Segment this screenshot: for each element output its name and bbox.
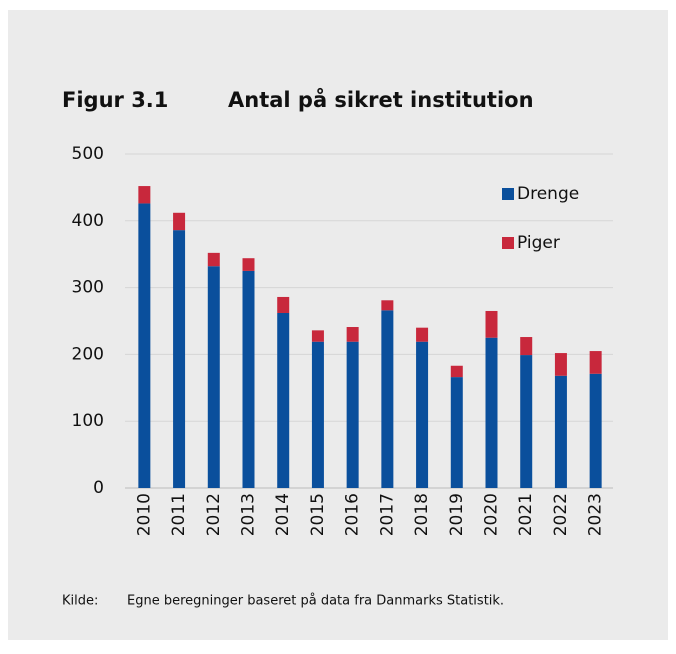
x-tick-label: 2019 — [447, 493, 467, 536]
bar-segment — [207, 252, 220, 267]
y-tick-label: 200 — [72, 344, 104, 364]
y-tick-label: 300 — [72, 278, 104, 298]
bar-segment — [242, 270, 255, 488]
x-tick-label: 2015 — [308, 493, 328, 536]
bar-segment — [520, 337, 533, 356]
legend-swatch — [502, 237, 514, 249]
y-tick-label: 500 — [72, 144, 104, 164]
bar-segment — [485, 337, 498, 488]
bar-segment — [138, 186, 151, 204]
bar-segment — [242, 258, 255, 271]
bar-segment — [554, 353, 567, 376]
bar-segment — [381, 310, 394, 488]
chart-title: Antal på sikret institution — [228, 87, 534, 112]
bar-segment — [138, 203, 151, 488]
y-tick-label: 0 — [93, 478, 104, 498]
x-tick-label: 2020 — [482, 493, 502, 536]
legend-swatch — [502, 188, 514, 200]
bar-segment — [173, 230, 186, 489]
x-tick-label: 2016 — [343, 493, 363, 536]
y-tick-label: 400 — [72, 211, 104, 231]
bar-segment — [589, 373, 602, 488]
legend-label: Piger — [517, 233, 560, 253]
x-tick-label: 2012 — [204, 493, 224, 536]
x-tick-label: 2010 — [134, 493, 154, 536]
bar-segment — [311, 341, 324, 488]
x-tick-label: 2022 — [551, 493, 571, 536]
bar-segment — [381, 300, 394, 311]
bar-segment — [520, 355, 533, 488]
x-tick-label: 2014 — [273, 493, 293, 536]
bar-segment — [311, 330, 324, 342]
x-tick-label: 2013 — [239, 493, 259, 536]
x-tick-label: 2011 — [169, 493, 189, 536]
bar-segment — [277, 312, 290, 488]
bar-segment — [450, 377, 463, 488]
y-tick-label: 100 — [72, 411, 104, 431]
bar-segment — [589, 351, 602, 374]
source: Egne beregninger baseret på data fra Dan… — [127, 594, 504, 609]
bar-segment — [346, 341, 359, 488]
source-label: Kilde: — [62, 594, 98, 609]
bar-segment — [173, 212, 186, 231]
bar-segment — [207, 266, 220, 488]
bar-segment — [277, 296, 290, 313]
bar-segment — [416, 341, 429, 488]
x-tick-label: 2017 — [377, 493, 397, 536]
x-tick-label: 2018 — [412, 493, 432, 536]
bar-segment — [485, 310, 498, 338]
bar-segment — [416, 327, 429, 342]
x-tick-label: 2023 — [586, 493, 606, 536]
bar-segment — [450, 365, 463, 378]
legend-label: Drenge — [517, 184, 579, 204]
bar-segment — [346, 327, 359, 342]
x-tick-label: 2021 — [516, 493, 536, 536]
figure-label: Figur 3.1 — [62, 88, 168, 112]
panel — [8, 10, 668, 640]
bar-segment — [554, 375, 567, 488]
